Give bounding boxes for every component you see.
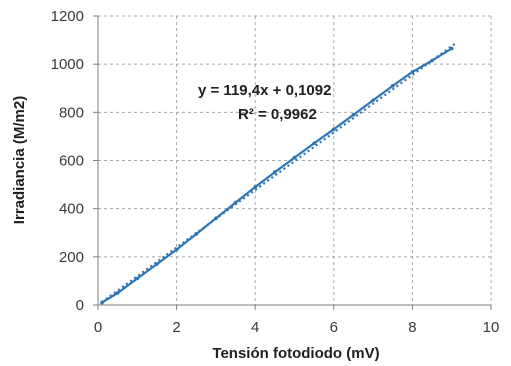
x-tick-label: 2: [172, 319, 180, 336]
y-tick-label: 200: [59, 249, 84, 266]
y-tick-label: 600: [59, 153, 84, 170]
y-tick-label: 1200: [51, 8, 84, 25]
measured-point: [273, 170, 277, 174]
trendline-equation: y = 119,4x + 0,1092: [198, 82, 331, 99]
measured-point: [371, 98, 375, 103]
measured-point: [135, 276, 140, 281]
x-tick-labels: 0 2 4 6 8 10: [94, 319, 500, 336]
measured-point: [253, 185, 257, 189]
x-tick-label: 10: [483, 319, 500, 336]
measured-point: [410, 70, 415, 74]
y-tick-label: 1000: [51, 56, 84, 73]
series-group: [100, 42, 457, 305]
x-tick-label: 0: [94, 319, 102, 336]
y-tick-label: 400: [59, 201, 84, 218]
x-tick-label: 6: [330, 319, 338, 336]
y-tick-label: 0: [76, 297, 84, 314]
x-axis-title: Tensión fotodiodo (mV): [212, 345, 379, 362]
measured-point: [332, 127, 336, 131]
y-axis-title: Irradiancia (M/m2): [11, 96, 28, 224]
trendline-r2: R² = 0,9962: [238, 106, 317, 123]
measured-point: [115, 291, 120, 295]
axes: [93, 15, 492, 310]
measured-point: [292, 155, 297, 160]
measured-point: [312, 141, 316, 145]
measured-point: [390, 84, 395, 88]
x-tick-label: 8: [408, 319, 416, 336]
x-tick-label: 4: [251, 319, 259, 336]
y-tick-label: 800: [59, 104, 84, 121]
y-tick-labels: 0 200 400 600 800 1000 1200: [51, 8, 84, 314]
measured-point: [351, 112, 356, 117]
grid: [98, 15, 492, 305]
trendline: [101, 42, 457, 303]
